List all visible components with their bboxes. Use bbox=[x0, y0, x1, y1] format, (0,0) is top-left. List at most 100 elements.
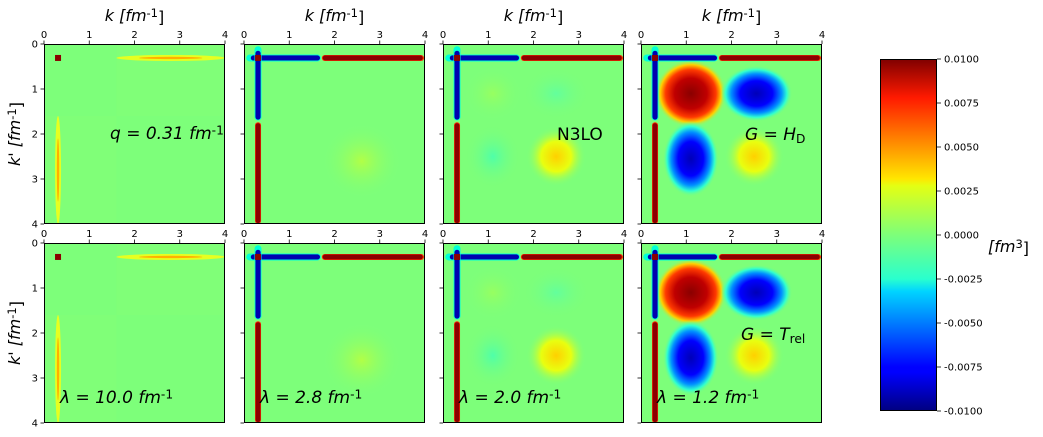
diagonal-marker bbox=[55, 253, 62, 260]
vertical-negative-bar bbox=[255, 249, 261, 319]
panel-frame bbox=[443, 243, 624, 423]
x-tick-label: 2 bbox=[530, 229, 536, 240]
panel-frame bbox=[244, 44, 425, 224]
panel-r1-c0: 0 1 2 3 4 0 1 2 3 4 k' [fm-1] λ = 10.0 fm-1 bbox=[5, 229, 228, 430]
colorbar: 0.0100 0.0075 0.0050 0.0025 0.0000 -0.0025 -0.… bbox=[880, 55, 1029, 418]
y-tick-label: 2 bbox=[32, 329, 38, 340]
horizontal-negative-bar bbox=[449, 254, 520, 260]
x-axis-label: k [fm-1] bbox=[504, 6, 564, 27]
panel-frame bbox=[244, 243, 425, 423]
x-tick-label: 3 bbox=[377, 229, 383, 240]
positive-blob bbox=[724, 325, 785, 386]
negative-blob bbox=[720, 264, 793, 321]
x-tick-label: 4 bbox=[819, 229, 825, 240]
x-tick-label: 4 bbox=[422, 30, 428, 41]
panel-annotation: G = HD bbox=[745, 125, 805, 146]
y-tick-label: 0 bbox=[32, 239, 38, 250]
vertical-positive-bar bbox=[255, 322, 261, 423]
x-tick-label: 2 bbox=[331, 229, 337, 240]
colorbar-tick-label: -0.0050 bbox=[944, 319, 983, 330]
x-tick-label: 3 bbox=[177, 30, 183, 41]
heatmap-area bbox=[443, 243, 624, 423]
faint-blob bbox=[522, 266, 591, 319]
colorbar-tick-label: -0.0075 bbox=[944, 363, 983, 374]
horizontal-negative-bar bbox=[647, 254, 718, 260]
vertical-positive-bar bbox=[652, 123, 658, 224]
x-tick-label: 4 bbox=[222, 229, 228, 240]
x-tick-label: 4 bbox=[222, 30, 228, 41]
x-tick-label: 4 bbox=[621, 229, 627, 240]
panel-annotation: λ = 2.0 fm-1 bbox=[458, 388, 561, 408]
y-tick-label: 3 bbox=[32, 374, 38, 385]
panel-r1-c2: 0 1 2 3 4 λ = 2.0 fm-1 bbox=[439, 229, 627, 424]
negative-blob bbox=[662, 120, 719, 197]
x-tick-label: 3 bbox=[774, 30, 780, 41]
vertical-positive-bar bbox=[652, 322, 658, 423]
panel-r0-c2: 0 1 2 3 4 k [fm-1] N3LO bbox=[439, 6, 627, 225]
panel-annotation: λ = 1.2 fm-1 bbox=[656, 388, 759, 408]
vertical-negative-bar bbox=[652, 50, 658, 120]
x-tick-label: 4 bbox=[621, 30, 627, 41]
colorbar-tick-label: 0.0000 bbox=[944, 231, 979, 242]
panel-annotation: λ = 10.0 fm-1 bbox=[59, 388, 173, 408]
diagonal-marker bbox=[454, 253, 461, 260]
colorbar-tick-label: 0.0100 bbox=[944, 55, 979, 66]
x-tick-label: 1 bbox=[683, 30, 689, 41]
horizontal-positive-bar bbox=[521, 55, 622, 61]
panel-r1-c1: 0 1 2 3 4 λ = 2.8 fm-1 bbox=[240, 229, 428, 424]
faint-blob bbox=[462, 65, 523, 122]
diagonal-marker bbox=[454, 54, 461, 61]
colorbar-tick-label: 0.0025 bbox=[944, 187, 979, 198]
vertical-negative-bar bbox=[454, 249, 460, 319]
horizontal-negative-bar bbox=[647, 55, 718, 61]
y-axis-label: k' [fm-1] bbox=[5, 102, 26, 166]
x-tick-label: 3 bbox=[576, 30, 582, 41]
x-tick-label: 0 bbox=[440, 30, 446, 41]
positive-blob bbox=[526, 325, 587, 386]
y-tick-label: 0 bbox=[32, 40, 38, 51]
x-tick-label: 3 bbox=[377, 30, 383, 41]
x-tick-label: 3 bbox=[774, 229, 780, 240]
horizontal-negative-bar bbox=[250, 254, 321, 260]
positive-blob bbox=[654, 59, 727, 128]
horizontal-positive-bar bbox=[521, 254, 622, 260]
y-tick-label: 1 bbox=[32, 284, 38, 295]
heatmap-area bbox=[44, 44, 225, 224]
positive-blob bbox=[526, 126, 587, 187]
vertical-streak-core bbox=[56, 337, 60, 401]
x-tick-label: 0 bbox=[41, 229, 47, 240]
vertical-streak-core bbox=[56, 138, 60, 202]
horizontal-streak-core bbox=[139, 56, 203, 60]
heatmap-area bbox=[443, 44, 624, 224]
x-tick-label: 2 bbox=[728, 30, 734, 41]
x-tick-label: 4 bbox=[819, 30, 825, 41]
panel-r0-c3: 0 1 2 3 4 k [fm-1] G = HD bbox=[637, 6, 825, 225]
x-tick-label: 0 bbox=[41, 30, 47, 41]
faint-region bbox=[116, 44, 225, 116]
panel-r0-c1: 0 1 2 3 4 k [fm-1] bbox=[240, 6, 428, 225]
heatmap-area bbox=[244, 243, 425, 423]
panel-frame bbox=[44, 44, 225, 224]
diagonal-marker bbox=[652, 54, 659, 61]
panel-frame bbox=[44, 243, 225, 423]
faint-blob bbox=[462, 264, 523, 321]
panel-r0-c0: 0 1 2 3 4 k [fm-1] 0 1 2 3 4 k' [fm-1] q = 0.31 fm-1 bbox=[5, 6, 228, 231]
y-axis-label: k' [fm-1] bbox=[5, 301, 26, 365]
x-tick-label: 2 bbox=[131, 229, 137, 240]
panel-annotation: q = 0.31 fm-1 bbox=[110, 124, 224, 144]
faint-blob bbox=[464, 323, 521, 388]
faint-blob bbox=[321, 322, 402, 398]
faint-region bbox=[44, 116, 117, 224]
positive-blob bbox=[724, 126, 785, 187]
x-tick-label: 1 bbox=[86, 30, 92, 41]
diagonal-marker bbox=[652, 253, 659, 260]
x-axis-label: k [fm-1] bbox=[305, 6, 365, 27]
faint-blob bbox=[321, 123, 402, 199]
panel-r1-c3: 0 1 2 3 4 λ = 1.2 fm-1 G = Trel bbox=[637, 229, 825, 424]
heatmap-area bbox=[244, 44, 425, 224]
vertical-positive-bar bbox=[454, 322, 460, 423]
colorbar-tick-label: -0.0100 bbox=[944, 407, 983, 418]
colorbar-tick-label: 0.0050 bbox=[944, 143, 979, 154]
horizontal-positive-bar bbox=[719, 254, 820, 260]
